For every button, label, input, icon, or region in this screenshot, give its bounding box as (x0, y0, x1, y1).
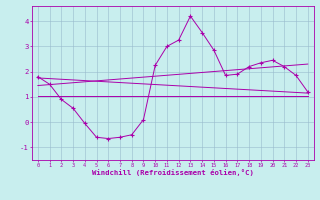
X-axis label: Windchill (Refroidissement éolien,°C): Windchill (Refroidissement éolien,°C) (92, 169, 254, 176)
